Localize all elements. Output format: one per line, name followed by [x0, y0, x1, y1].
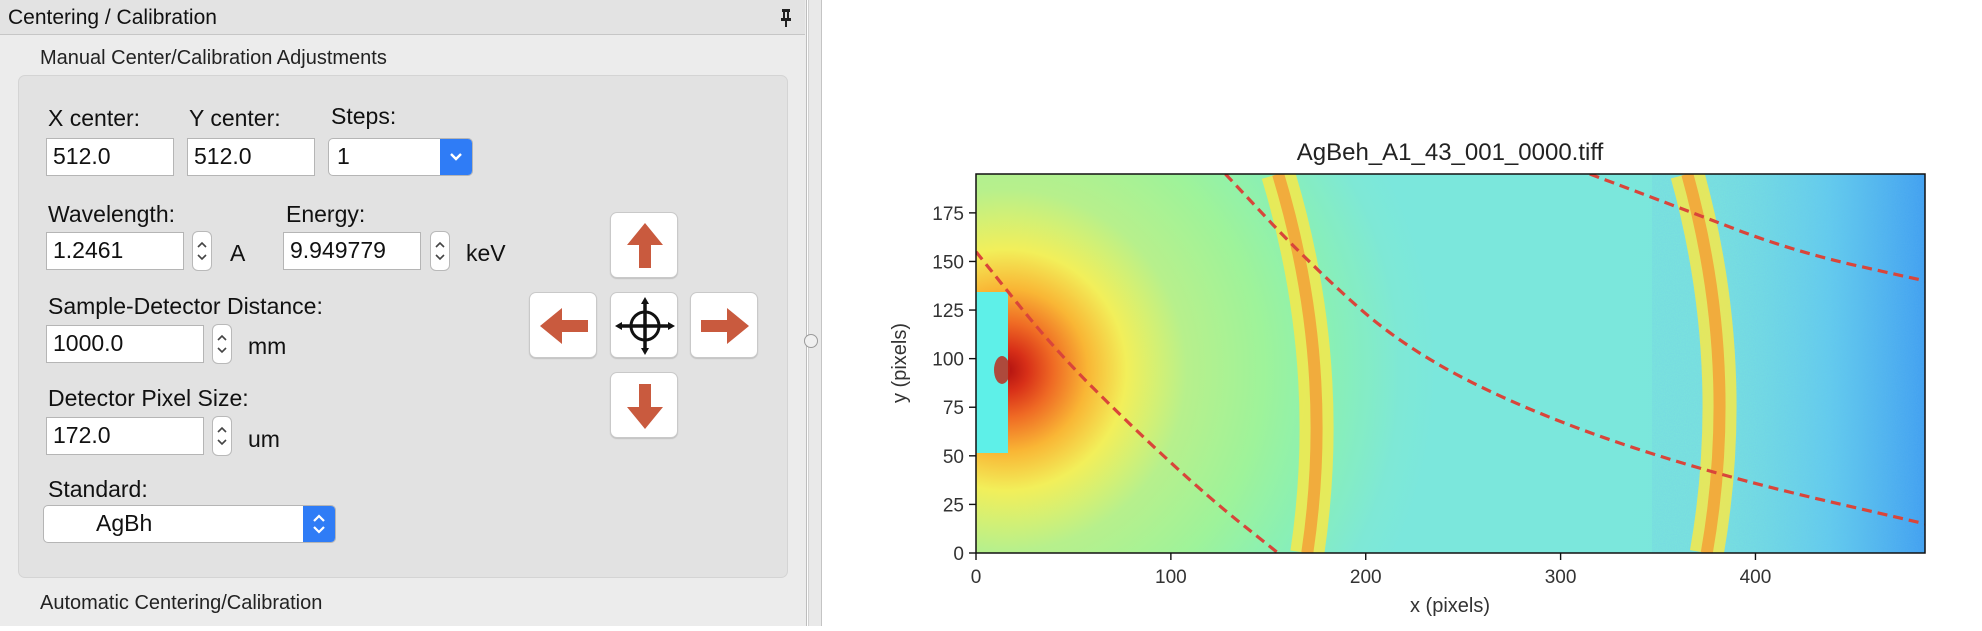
right-arrow-icon	[701, 308, 749, 344]
x-tick-label: 0	[971, 567, 982, 588]
auto-section-title: Automatic Centering/Calibration	[40, 592, 323, 614]
heatmap-image	[976, 174, 1925, 553]
move-right-button[interactable]	[690, 292, 758, 358]
steps-label: Steps:	[331, 103, 397, 129]
steps-select[interactable]: 1	[328, 138, 473, 176]
calibration-panel: Centering / Calibration Manual Center/Ca…	[0, 0, 807, 626]
plot-frame	[975, 173, 1926, 554]
diffraction-ring-core	[1272, 174, 1323, 553]
center-button[interactable]	[610, 292, 678, 358]
energy-unit: keV	[466, 240, 506, 266]
x-tick-label: 200	[1350, 567, 1382, 588]
x-tick-label: 100	[1155, 567, 1187, 588]
pin-icon[interactable]	[776, 7, 796, 27]
y-tick-label: 50	[943, 447, 964, 468]
x-center-input[interactable]: 512.0	[46, 138, 174, 176]
energy-stepper[interactable]	[430, 231, 450, 271]
x-tick-label: 300	[1545, 567, 1577, 588]
y-tick-label: 25	[943, 495, 964, 516]
up-down-chevron-icon	[303, 506, 335, 542]
wavelength-input[interactable]: 1.2461	[46, 232, 184, 270]
standard-label: Standard:	[48, 476, 148, 502]
chart-title: AgBeh_A1_43_001_0000.tiff	[1297, 139, 1604, 166]
pixel-size-unit: um	[248, 426, 280, 452]
center-crosshair-icon	[615, 297, 675, 355]
y-tick-label: 175	[932, 204, 964, 225]
pixel-size-stepper[interactable]	[212, 416, 232, 456]
fit-ring-curve	[1224, 174, 1925, 526]
pixel-size-label: Detector Pixel Size:	[48, 385, 249, 411]
move-up-button[interactable]	[610, 212, 678, 278]
standard-select[interactable]: AgBh	[43, 505, 336, 543]
y-center-label: Y center:	[189, 105, 281, 131]
pixel-size-input[interactable]: 172.0	[46, 417, 204, 455]
chevron-down-icon	[440, 139, 472, 175]
standard-value: AgBh	[96, 510, 153, 536]
left-arrow-icon	[540, 308, 588, 344]
wavelength-unit: A	[230, 240, 246, 266]
image-plot[interactable]: AgBeh_A1_43_001_0000.tiff 0 100 200 300 400 …	[822, 0, 1982, 626]
x-axis-label: x (pixels)	[1410, 595, 1490, 617]
y-tick-label: 0	[953, 544, 964, 565]
chart-area: AgBeh_A1_43_001_0000.tiff 0 100 200 300 400 …	[822, 0, 1982, 626]
splitter[interactable]	[808, 0, 822, 626]
splitter-handle[interactable]	[804, 334, 818, 348]
steps-value: 1	[337, 143, 350, 169]
wavelength-label: Wavelength:	[48, 201, 175, 227]
y-tick-label: 100	[932, 350, 964, 371]
y-axis-label: y (pixels)	[889, 323, 911, 403]
manual-section-title: Manual Center/Calibration Adjustments	[40, 47, 387, 69]
distance-label: Sample-Detector Distance:	[48, 293, 323, 319]
fit-ring-curve	[976, 250, 1280, 553]
distance-input[interactable]: 1000.0	[46, 325, 204, 363]
distance-unit: mm	[248, 333, 287, 359]
up-arrow-icon	[627, 223, 663, 268]
panel-title: Centering / Calibration	[8, 6, 217, 29]
distance-stepper[interactable]	[212, 324, 232, 364]
energy-label: Energy:	[286, 201, 366, 227]
move-down-button[interactable]	[610, 372, 678, 438]
x-tick-label: 400	[1740, 567, 1772, 588]
x-center-label: X center:	[48, 105, 141, 131]
y-tick-label: 150	[932, 252, 964, 273]
y-tick-label: 75	[943, 398, 964, 419]
y-tick-label: 125	[932, 301, 964, 322]
y-center-input[interactable]: 512.0	[187, 138, 315, 176]
panel-header: Centering / Calibration	[0, 0, 805, 35]
energy-input[interactable]: 9.949779	[283, 232, 421, 270]
wavelength-stepper[interactable]	[192, 231, 212, 271]
down-arrow-icon	[627, 384, 663, 429]
fit-ring-curve	[1589, 174, 1925, 283]
diffraction-ring-core	[1681, 174, 1726, 553]
move-left-button[interactable]	[529, 292, 597, 358]
